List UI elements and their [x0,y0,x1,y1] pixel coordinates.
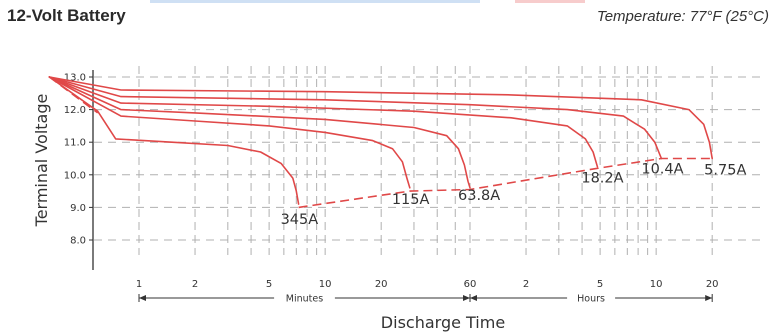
y-tick-label: 9.0 [70,203,86,214]
x-tick-label: 2 [192,279,198,290]
range-arrow [139,295,146,301]
x-tick-label: 5 [597,279,603,290]
x-tick-label: 10 [650,279,663,290]
top-banner-strip [0,0,775,5]
discharge-curve-2 [48,76,411,189]
cutoff-line-start [48,76,99,114]
series-label: 345A [281,212,319,228]
x-tick-label: 1 [136,279,142,290]
discharge-curve-4 [48,76,599,168]
x-tick-label: 5 [266,279,272,290]
y-axis-title: Terminal Voltage [32,94,51,228]
range-arrow [470,295,477,301]
x-tick-label: 10 [319,279,332,290]
x-axis-title: Discharge Time [381,313,505,332]
y-tick-label: 12.0 [64,105,86,116]
series-label: 63.8A [458,188,500,204]
range-arrow [463,295,470,301]
range-label: Hours [577,294,605,305]
chart-subtitle: Temperature: 77°F (25°C) [596,8,769,25]
series-label: 5.75A [704,163,746,179]
discharge-curve-6 [48,76,713,160]
x-tick-label: 20 [375,279,388,290]
chart-title: 12-Volt Battery [7,6,126,25]
y-tick-label: 8.0 [70,236,86,247]
x-tick-label: 2 [523,279,529,290]
x-tick-label: 20 [706,279,719,290]
series-label: 115A [392,192,430,208]
series-label: 10.4A [641,162,683,178]
y-tick-label: 10.0 [64,170,86,181]
banner-strip-red [515,0,585,3]
range-label: Minutes [286,294,323,305]
x-tick-label: 60 [464,279,477,290]
discharge-curve-3 [48,76,471,189]
discharge-curve-5 [48,76,663,160]
y-tick-label: 11.0 [64,138,86,149]
discharge-curve-1 [48,76,300,205]
y-tick-label: 13.0 [64,73,86,84]
banner-strip-blue [150,0,480,3]
range-arrow [705,295,713,301]
series-label: 18.2A [581,171,623,187]
